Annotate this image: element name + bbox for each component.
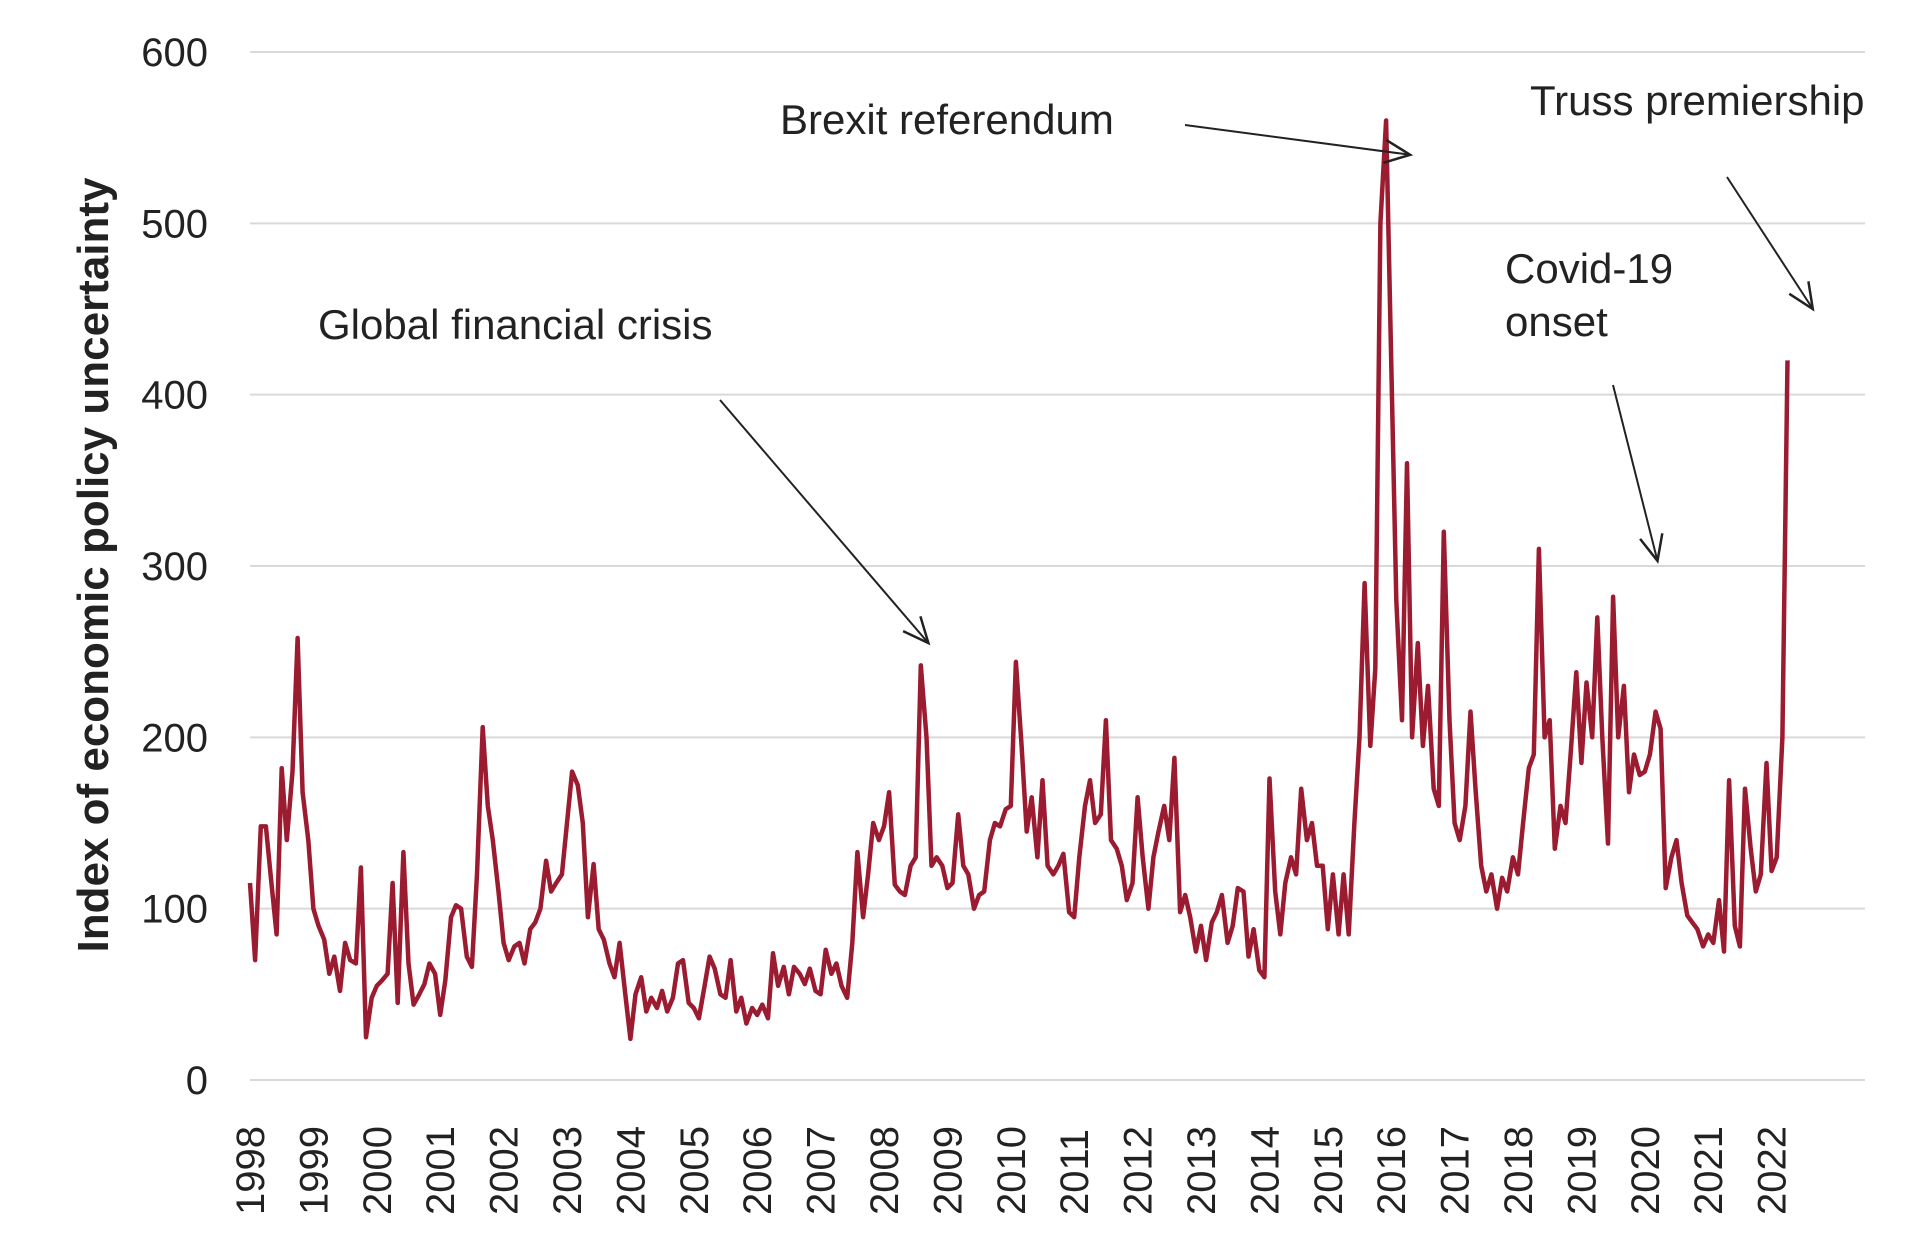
y-tick-label: 200 [141,716,208,760]
annotation-covid-onset: onset [1505,298,1608,345]
y-tick-label: 100 [141,888,208,932]
series-line-0 [247,118,1790,1042]
x-tick-label: 2011 [1053,1129,1097,1215]
x-axis-ticks: 1998 1999 2000 2001 2002 2003 2004 2005 2006 2007… [229,1126,1795,1215]
x-tick-label: 2012 [1117,1126,1161,1215]
x-tick-label: 2003 [546,1126,590,1215]
x-tick-label: 1999 [292,1126,336,1215]
annotation-covid-19: Covid-19 [1505,245,1673,292]
annotation-arrow [719,399,930,644]
annotation-arrow [1184,124,1411,156]
annotation-arrow [1612,384,1659,562]
x-tick-label: 2017 [1434,1126,1478,1215]
annotation-arrowhead [902,615,931,646]
x-tick-label: 2021 [1687,1126,1731,1215]
x-tick-label: 2020 [1624,1126,1668,1215]
x-tick-label: 2009 [926,1126,970,1215]
x-tick-label: 2013 [1180,1126,1224,1215]
x-tick-label: 2015 [1307,1126,1351,1215]
x-tick-label: 2018 [1497,1126,1541,1215]
x-tick-label: 2007 [800,1126,844,1215]
y-axis-label: Index of economic policy uncertainty [69,177,118,953]
x-tick-label: 2004 [609,1126,653,1215]
y-tick-label: 0 [186,1059,208,1103]
annotation-global-financial-crisis: Global financial crisis [318,301,713,348]
x-tick-label: 2005 [673,1126,717,1215]
y-tick-label: 400 [141,374,208,418]
annotation-truss-premiership: Truss premiership [1530,77,1865,124]
x-tick-label: 2002 [483,1126,527,1215]
annotation-arrowhead [1788,281,1815,312]
x-tick-label: 2001 [419,1126,463,1215]
annotation-arrow [1726,176,1814,310]
x-tick-label: 2008 [863,1126,907,1215]
x-tick-label: 2016 [1370,1126,1414,1215]
y-tick-label: 300 [141,545,208,589]
y-tick-label: 600 [141,31,208,75]
x-tick-label: 2010 [990,1126,1034,1215]
x-tick-label: 1998 [229,1126,273,1215]
y-axis-label-group: Index of economic policy uncertainty [69,177,118,953]
y-tick-label: 500 [141,202,208,246]
annotation-arrowhead [1383,139,1414,164]
gridlines [250,51,1865,1081]
y-axis-ticks: 0 100 200 300 400 500 600 [141,31,208,1103]
x-tick-label: 2000 [356,1126,400,1215]
x-tick-label: 2014 [1243,1126,1287,1215]
series-group [247,118,1790,1042]
x-tick-label: 2019 [1560,1126,1604,1215]
annotations: Global financial crisis Brexit referendu… [318,77,1865,646]
annotation-brexit-referendum: Brexit referendum [780,96,1114,143]
x-tick-label: 2006 [736,1126,780,1215]
x-tick-label: 2022 [1751,1126,1795,1215]
annotation-arrowhead [1639,533,1664,564]
